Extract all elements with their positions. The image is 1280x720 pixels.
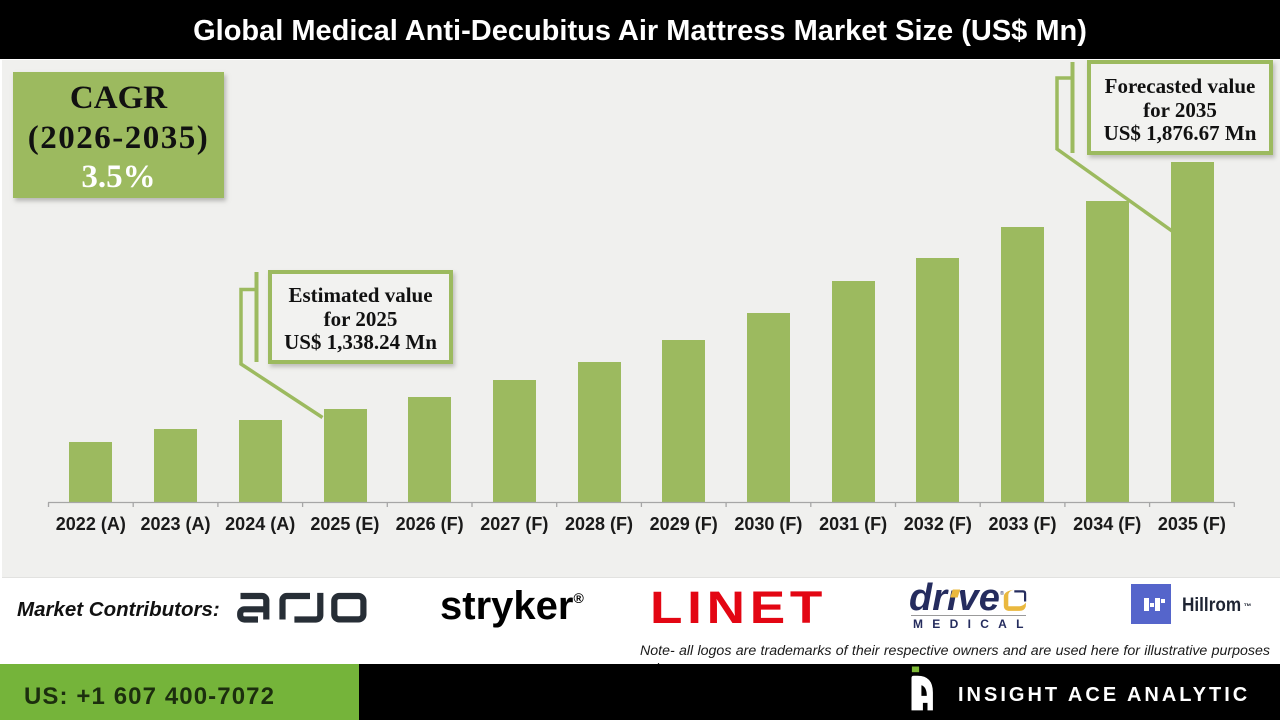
svg-text:®: ® xyxy=(1000,590,1004,597)
